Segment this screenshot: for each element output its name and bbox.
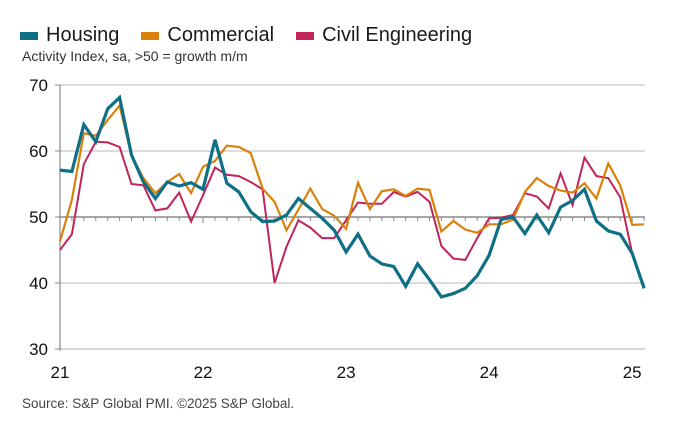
- source-note: Source: S&P Global PMI. ©2025 S&P Global…: [22, 396, 295, 411]
- y-tick-label: 70: [29, 76, 48, 95]
- x-tick-label: 21: [51, 363, 70, 382]
- legend-label-commercial: Commercial: [167, 24, 275, 46]
- x-tick-label: 23: [337, 363, 356, 382]
- legend-label-civil-engineering: Civil Engineering: [322, 24, 473, 46]
- y-tick-label: 50: [29, 208, 48, 227]
- legend-item-commercial: Commercial: [141, 24, 274, 47]
- x-tick-label: 25: [623, 363, 642, 382]
- y-tick-label: 40: [29, 274, 48, 293]
- series-line-housing: [59, 94, 646, 299]
- legend-label-housing: Housing: [46, 24, 120, 46]
- x-tick-label: 24: [480, 363, 499, 382]
- legend-swatch-commercial: [141, 31, 160, 40]
- legend-swatch-civil-engineering: [296, 31, 315, 40]
- chart-legend: Housing Commercial Civil Engineering: [20, 24, 494, 47]
- y-tick-label: 60: [29, 142, 48, 161]
- series-line-civil-engineering: [59, 140, 646, 287]
- chart-subtitle: Activity Index, sa, >50 = growth m/m: [22, 48, 248, 64]
- series-line-commercial: [58, 103, 645, 242]
- y-tick-label: 30: [29, 340, 48, 359]
- legend-item-housing: Housing: [20, 24, 119, 47]
- legend-swatch-housing: [20, 31, 38, 40]
- x-tick-label: 22: [194, 363, 213, 382]
- legend-item-civil-engineering: Civil Engineering: [296, 24, 472, 47]
